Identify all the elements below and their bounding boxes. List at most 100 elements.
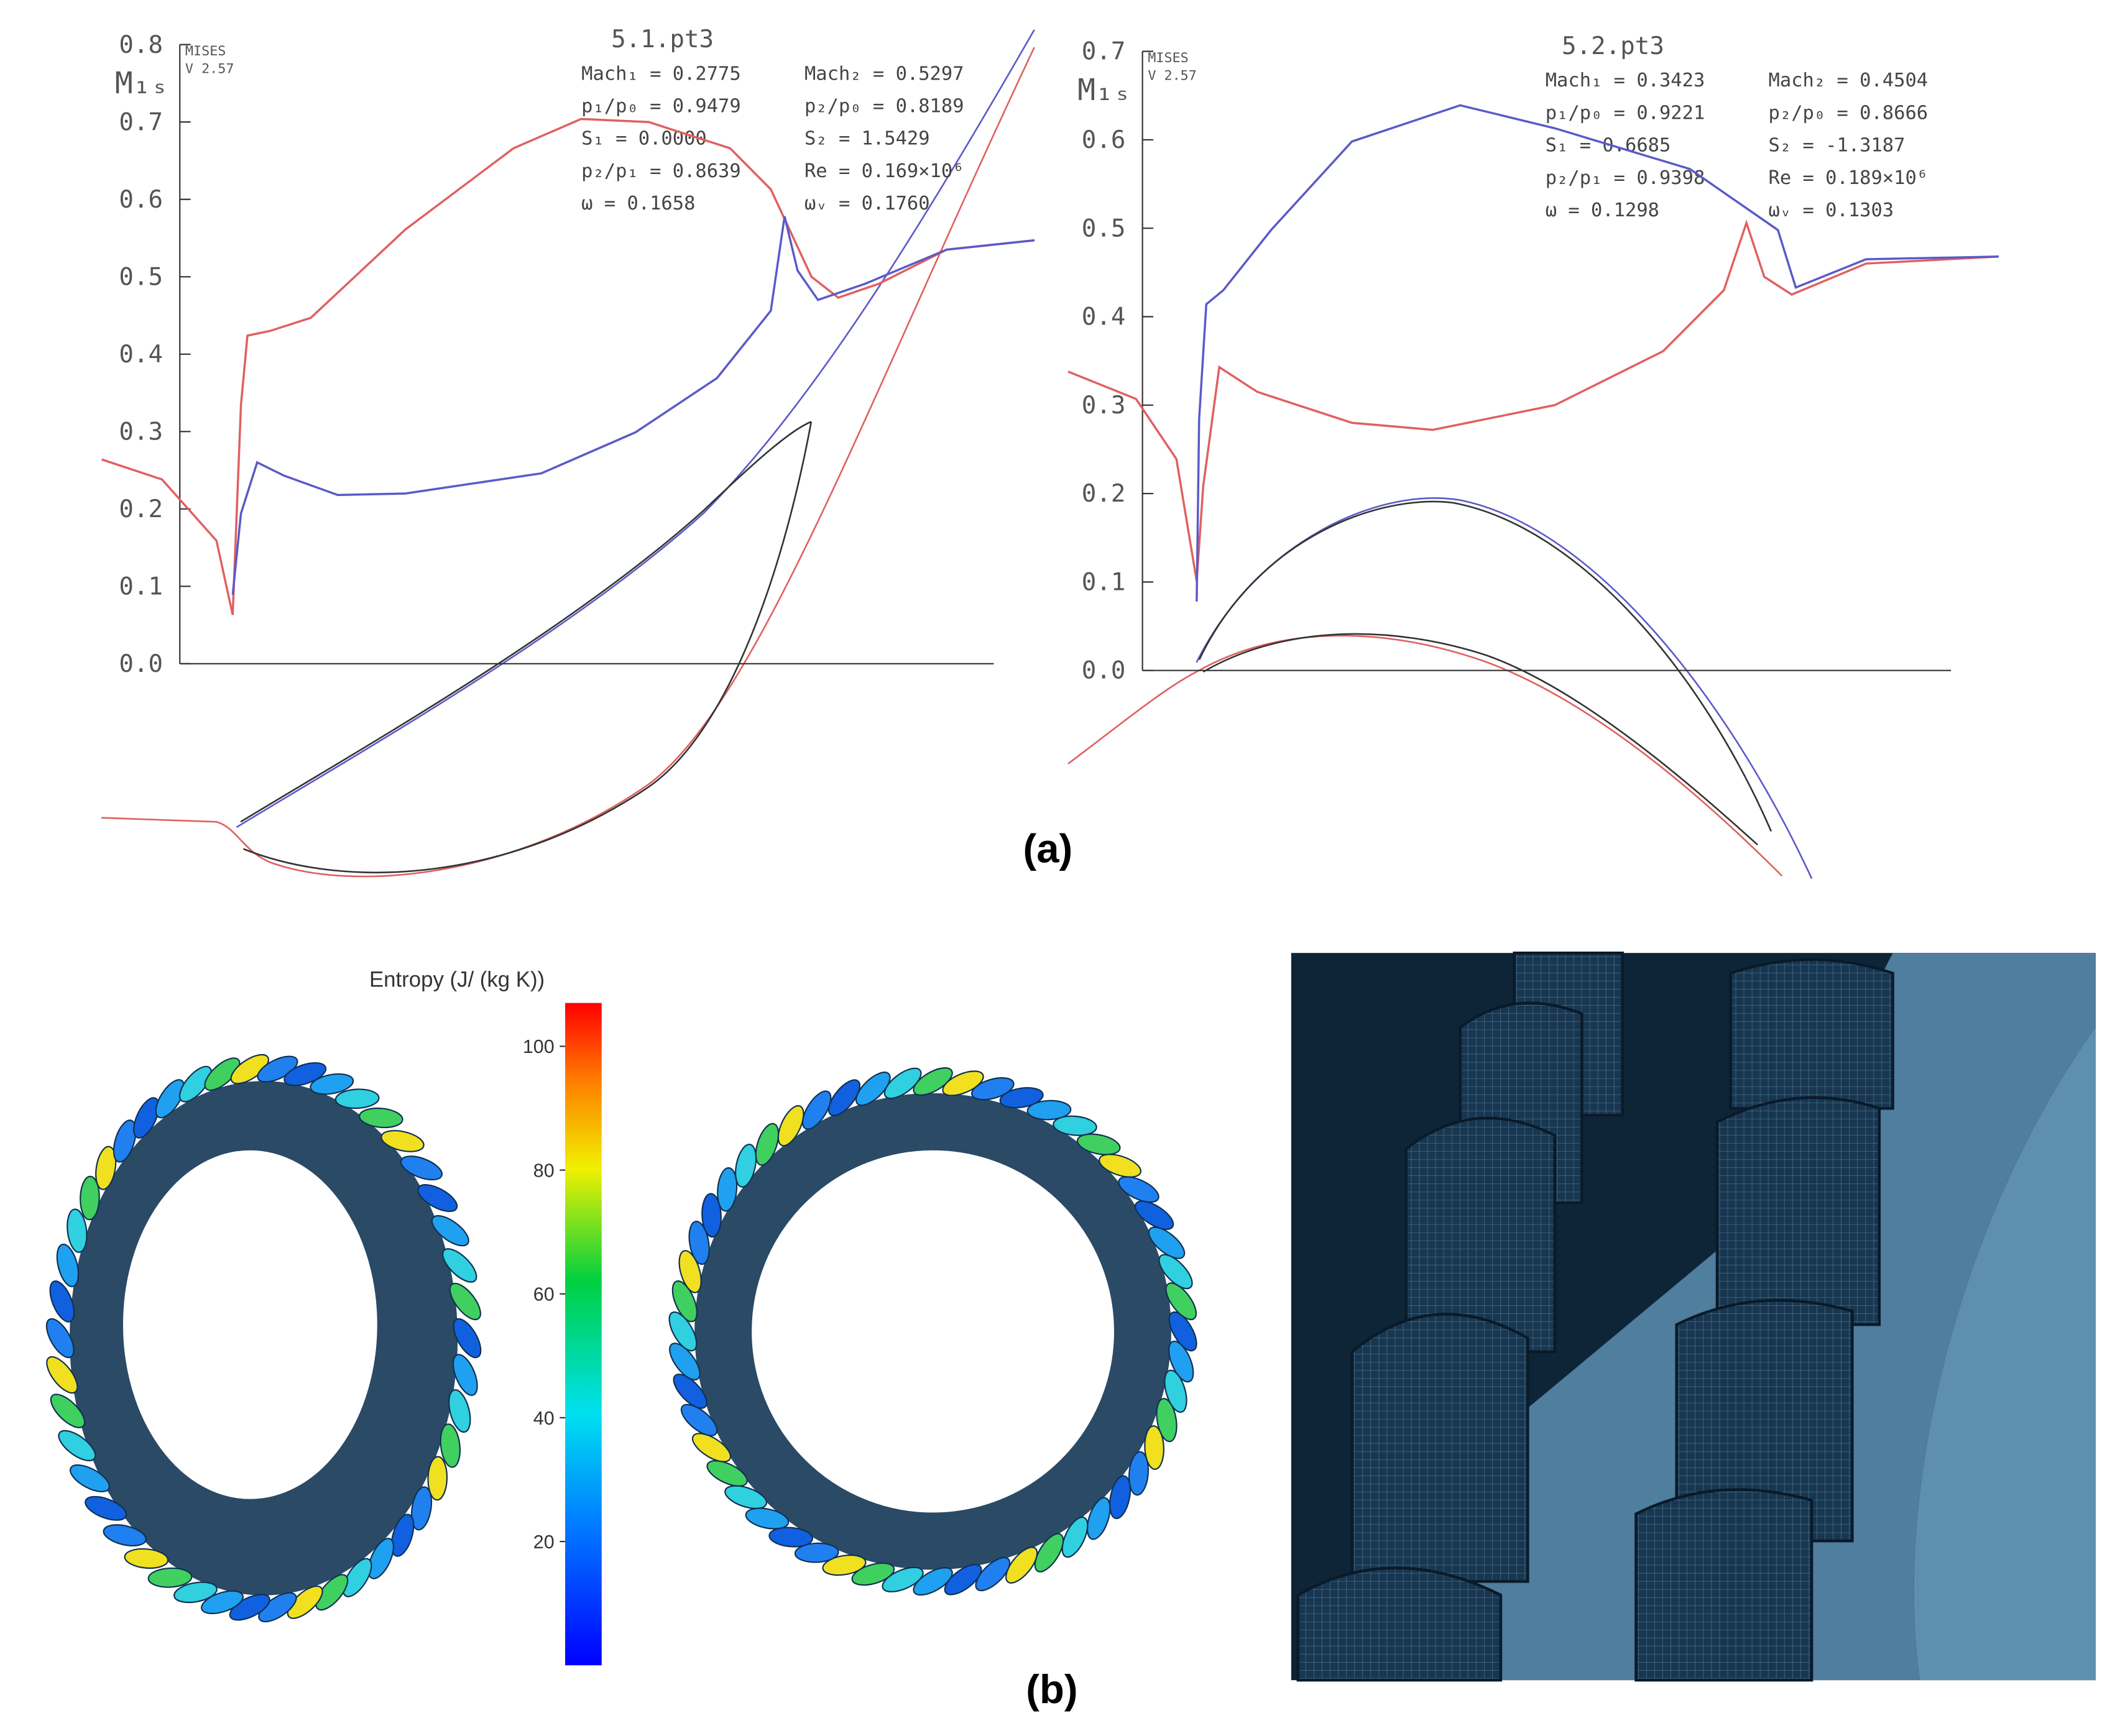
mach-line	[1067, 219, 1999, 582]
y-tick-label: 0.1	[1082, 568, 1126, 596]
stat-annotation: S₂ = 1.5429	[804, 128, 930, 150]
plot-subtitle: V 2.57	[1148, 68, 1197, 83]
blade	[258, 1592, 297, 1623]
blade	[410, 1486, 433, 1531]
stat-annotation: p₂/p₀ = 0.8666	[1769, 102, 1929, 124]
y-axis-label: M₁ₛ	[1077, 73, 1131, 108]
stat-annotation: Mach₁ = 0.2775	[581, 63, 741, 85]
blade	[688, 1220, 710, 1265]
blade	[944, 1564, 982, 1596]
blade	[1168, 1311, 1197, 1352]
colorbar-tick-label: 80	[533, 1160, 555, 1181]
blade	[124, 1548, 169, 1569]
blade	[1148, 1226, 1186, 1259]
blade	[95, 1146, 117, 1190]
stat-annotation: S₁ = 0.6685	[1546, 135, 1671, 157]
blade	[257, 1055, 298, 1083]
blade	[46, 1356, 78, 1394]
blade	[680, 1403, 718, 1436]
y-tick-label: 0.0	[119, 650, 163, 678]
blade	[691, 1433, 732, 1463]
blade	[173, 1581, 218, 1604]
y-tick-label: 0.8	[119, 31, 163, 59]
plot-title: 5.2.pt3	[1562, 32, 1664, 60]
blade	[147, 1567, 193, 1588]
blade	[49, 1280, 75, 1323]
colorbar-tick-label: 40	[533, 1408, 555, 1429]
y-tick-label: 0.6	[119, 186, 163, 214]
y-tick-label: 0.2	[119, 495, 163, 523]
blade	[1086, 1497, 1111, 1540]
blade	[155, 1079, 185, 1119]
blade	[1109, 1475, 1131, 1520]
blade	[50, 1394, 86, 1428]
y-tick-label: 0.2	[1082, 480, 1126, 508]
blade	[883, 1067, 922, 1100]
mach-line	[101, 117, 1035, 615]
turbine-rings	[45, 1054, 1197, 1623]
blade	[913, 1567, 953, 1596]
y-tick-label: 0.0	[1082, 657, 1126, 685]
blade	[802, 1090, 832, 1130]
stat-annotation: p₁/p₀ = 0.9479	[581, 96, 741, 117]
blade	[440, 1423, 461, 1468]
mesh-render	[1291, 952, 2096, 1682]
blade	[745, 1507, 790, 1530]
blade	[67, 1208, 88, 1253]
stat-annotation: Mach₂ = 0.5297	[804, 63, 964, 85]
blade	[1128, 1451, 1150, 1496]
blade	[851, 1562, 895, 1586]
stat-annotation: p₂/p₀ = 0.8189	[804, 96, 964, 117]
blade	[827, 1079, 861, 1116]
stat-annotation: Re = 0.169×10⁶	[804, 160, 964, 182]
colorbar-tick-label: 60	[533, 1284, 555, 1305]
blade	[669, 1343, 701, 1380]
blade	[1026, 1100, 1072, 1121]
blade	[724, 1485, 768, 1510]
stat-annotation: Mach₂ = 0.4504	[1769, 70, 1929, 91]
ring-hole	[749, 1147, 1117, 1515]
stat-annotation: Mach₁ = 0.3423	[1546, 70, 1705, 91]
blade	[1158, 1254, 1193, 1290]
blade	[80, 1175, 100, 1221]
stat-annotation: p₁/p₀ = 0.9221	[1546, 102, 1705, 124]
blade	[431, 1215, 469, 1247]
blade	[448, 1389, 471, 1433]
blade	[390, 1513, 415, 1557]
blade	[442, 1248, 477, 1283]
y-tick-label: 0.3	[119, 418, 163, 446]
y-tick-label: 0.3	[1082, 392, 1126, 420]
y-tick-label: 0.1	[119, 572, 163, 600]
blade	[69, 1464, 110, 1492]
mach-line	[231, 216, 1035, 595]
plot-subtitle: V 2.57	[185, 61, 234, 76]
blade	[706, 1460, 748, 1487]
blade	[452, 1354, 478, 1396]
plot-subtitle: MISES	[185, 44, 226, 59]
blade	[671, 1280, 698, 1323]
blade	[342, 1558, 372, 1597]
blade	[794, 1542, 839, 1563]
blade	[1118, 1176, 1159, 1203]
blade	[777, 1105, 804, 1147]
stat-annotation: p₂/p₁ = 0.9398	[1546, 167, 1705, 189]
stat-annotation: S₁ = 0.0000	[581, 128, 707, 150]
y-axis-label: M₁ₛ	[115, 67, 168, 101]
blade	[56, 1243, 80, 1287]
blade	[1144, 1425, 1164, 1470]
blade	[755, 1123, 780, 1166]
blade	[287, 1585, 323, 1619]
blade	[1099, 1154, 1141, 1178]
blade	[453, 1318, 482, 1359]
blade	[449, 1282, 481, 1321]
blade	[1165, 1282, 1197, 1321]
plots: 0.0 0.1 0.2 0.3 0.4 0.5 0.6 0.7 0.8 M₁ₛ MISES V 2.5…	[101, 25, 1999, 1666]
blade	[229, 1594, 270, 1621]
y-tick-label: 0.6	[1082, 126, 1126, 154]
ring-hole	[120, 1147, 380, 1502]
blade	[179, 1065, 212, 1103]
blade	[1061, 1516, 1089, 1558]
blade	[417, 1184, 458, 1213]
blade	[133, 1097, 160, 1139]
